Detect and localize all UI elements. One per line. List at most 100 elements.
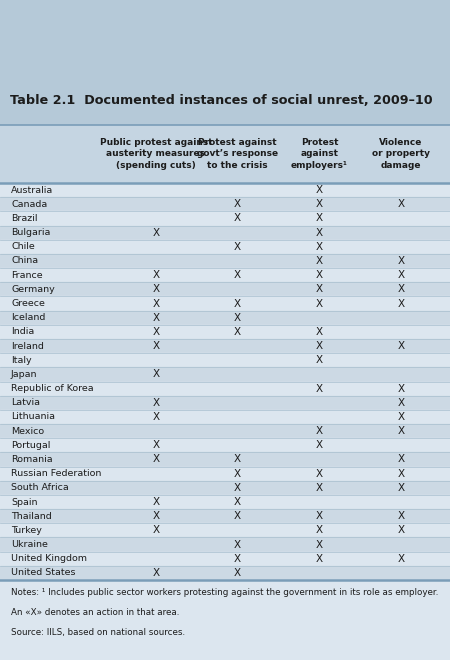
- Bar: [0, 368, 450, 381]
- Bar: [0, 467, 450, 480]
- Text: India: India: [11, 327, 34, 337]
- Bar: [0, 566, 450, 580]
- Text: Mexico: Mexico: [11, 426, 44, 436]
- Text: X: X: [234, 540, 241, 550]
- Text: X: X: [397, 284, 405, 294]
- Text: X: X: [316, 256, 323, 266]
- Text: Source: IILS, based on national sources.: Source: IILS, based on national sources.: [11, 628, 185, 637]
- Text: Public protest against
austerity measures
(spending cuts): Public protest against austerity measure…: [99, 138, 212, 170]
- Text: Ireland: Ireland: [11, 342, 44, 350]
- Bar: [0, 452, 450, 467]
- Text: X: X: [397, 341, 405, 351]
- Text: X: X: [234, 497, 241, 507]
- Text: X: X: [316, 185, 323, 195]
- Text: X: X: [316, 199, 323, 209]
- Text: X: X: [152, 497, 159, 507]
- Text: X: X: [397, 298, 405, 308]
- Text: Spain: Spain: [11, 498, 37, 506]
- Text: X: X: [316, 298, 323, 308]
- Text: Canada: Canada: [11, 200, 47, 209]
- Text: X: X: [316, 512, 323, 521]
- Text: Thailand: Thailand: [11, 512, 52, 521]
- Text: Protest
against
employers¹: Protest against employers¹: [291, 138, 348, 170]
- Text: X: X: [152, 440, 159, 450]
- Text: X: X: [316, 270, 323, 280]
- Text: X: X: [316, 426, 323, 436]
- Text: X: X: [234, 554, 241, 564]
- Text: X: X: [316, 284, 323, 294]
- Bar: [0, 197, 450, 211]
- Text: X: X: [234, 327, 241, 337]
- Text: France: France: [11, 271, 43, 280]
- Bar: [0, 268, 450, 282]
- Bar: [0, 183, 450, 197]
- Bar: [0, 537, 450, 552]
- Text: X: X: [234, 298, 241, 308]
- Text: X: X: [397, 525, 405, 535]
- Text: X: X: [397, 426, 405, 436]
- Text: X: X: [152, 412, 159, 422]
- Bar: [0, 552, 450, 566]
- Text: X: X: [397, 412, 405, 422]
- Bar: [0, 509, 450, 523]
- Bar: [0, 254, 450, 268]
- Text: X: X: [234, 568, 241, 578]
- Text: X: X: [152, 313, 159, 323]
- Text: X: X: [316, 341, 323, 351]
- Bar: [0, 240, 450, 254]
- Text: X: X: [316, 540, 323, 550]
- Text: X: X: [316, 525, 323, 535]
- Bar: [0, 325, 450, 339]
- Text: X: X: [316, 213, 323, 224]
- Text: X: X: [397, 554, 405, 564]
- Text: Latvia: Latvia: [11, 398, 40, 407]
- Text: Lithuania: Lithuania: [11, 412, 55, 422]
- Text: X: X: [234, 455, 241, 465]
- Text: X: X: [397, 512, 405, 521]
- Text: Table 2.1  Documented instances of social unrest, 2009–10: Table 2.1 Documented instances of social…: [10, 94, 432, 107]
- Bar: [0, 339, 450, 353]
- Text: X: X: [152, 298, 159, 308]
- Bar: [0, 0, 450, 125]
- Bar: [0, 396, 450, 410]
- Text: X: X: [316, 242, 323, 252]
- Text: X: X: [234, 199, 241, 209]
- Bar: [0, 424, 450, 438]
- Text: Italy: Italy: [11, 356, 32, 365]
- Text: Ukraine: Ukraine: [11, 540, 48, 549]
- Text: X: X: [152, 341, 159, 351]
- Text: Romania: Romania: [11, 455, 53, 464]
- Text: X: X: [316, 327, 323, 337]
- Text: Turkey: Turkey: [11, 526, 42, 535]
- Text: X: X: [316, 440, 323, 450]
- Bar: [0, 480, 450, 495]
- Text: Iceland: Iceland: [11, 314, 45, 322]
- Bar: [0, 296, 450, 311]
- Bar: [0, 226, 450, 240]
- Text: X: X: [234, 242, 241, 252]
- Text: Germany: Germany: [11, 285, 55, 294]
- Text: X: X: [316, 469, 323, 478]
- Text: X: X: [152, 228, 159, 238]
- Text: X: X: [316, 554, 323, 564]
- Text: X: X: [234, 469, 241, 478]
- Text: China: China: [11, 257, 38, 265]
- Bar: [0, 282, 450, 296]
- Text: X: X: [397, 383, 405, 393]
- Text: X: X: [397, 270, 405, 280]
- Text: X: X: [152, 284, 159, 294]
- Bar: [0, 311, 450, 325]
- Text: X: X: [234, 213, 241, 224]
- Text: X: X: [234, 270, 241, 280]
- Text: X: X: [152, 525, 159, 535]
- Text: X: X: [234, 512, 241, 521]
- Text: X: X: [316, 228, 323, 238]
- Text: X: X: [152, 398, 159, 408]
- Text: X: X: [152, 512, 159, 521]
- Text: Violence
or property
damage: Violence or property damage: [372, 138, 430, 170]
- Bar: [0, 410, 450, 424]
- Text: Chile: Chile: [11, 242, 35, 251]
- Text: X: X: [152, 327, 159, 337]
- Bar: [0, 580, 450, 660]
- Text: X: X: [397, 398, 405, 408]
